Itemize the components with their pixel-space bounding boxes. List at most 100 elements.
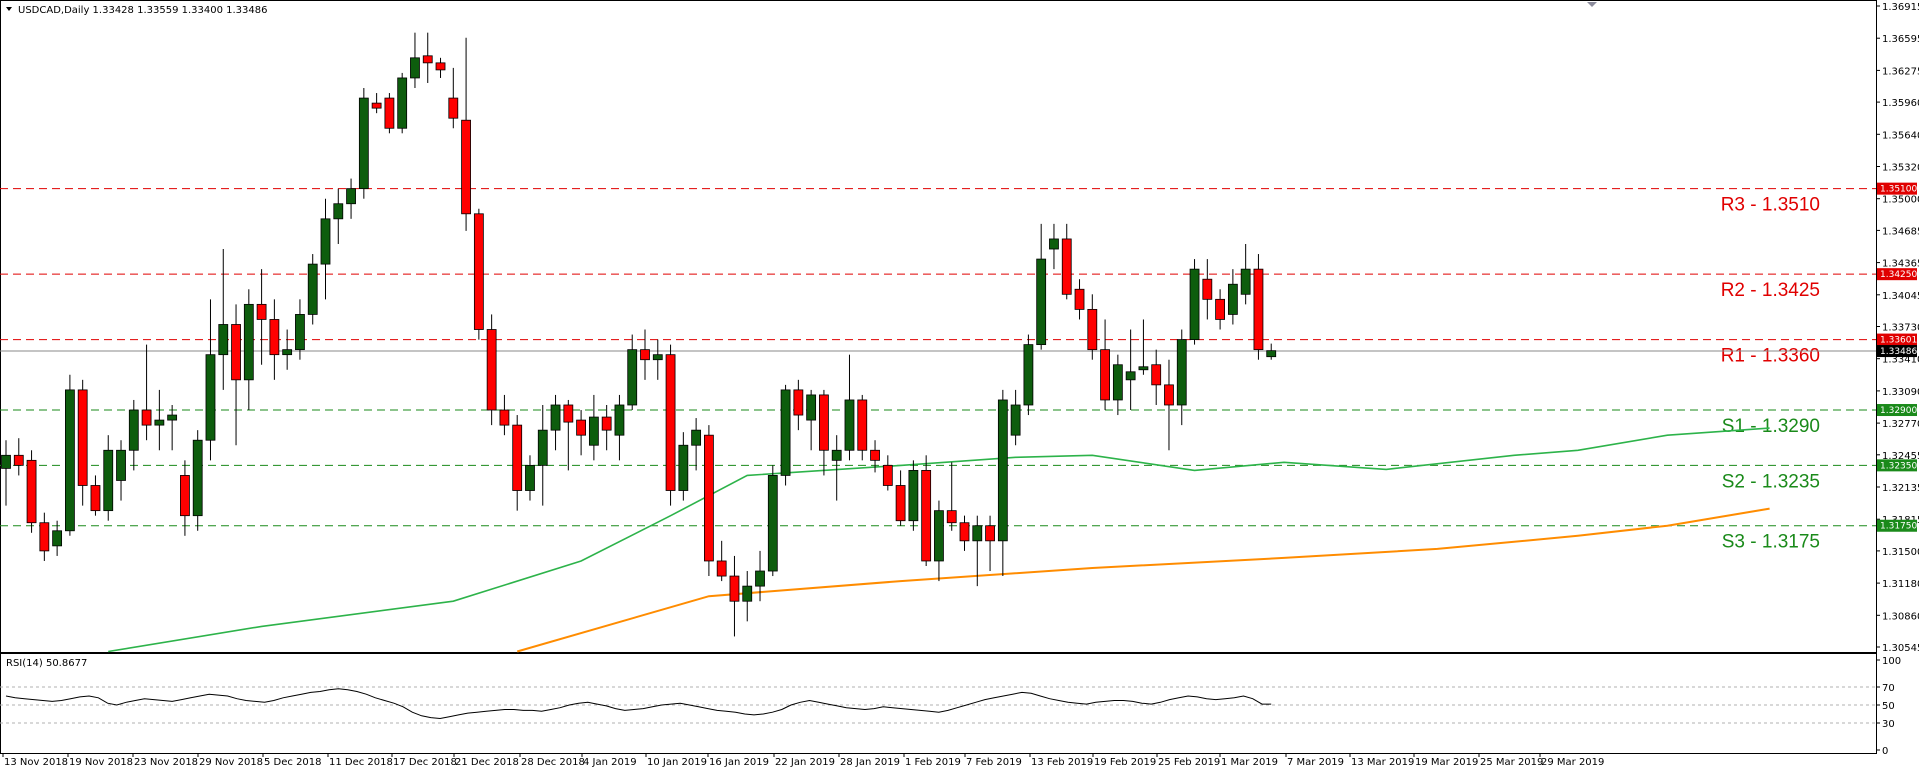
candle-body (256, 303, 267, 320)
candle (729, 555, 740, 637)
candle-body (819, 394, 829, 451)
candle (512, 415, 523, 511)
rsi-label: RSI(14) 50.8677 (6, 658, 87, 669)
candle (857, 394, 868, 461)
candle (371, 93, 382, 114)
candle (295, 299, 305, 360)
y-tick-label: 1.34365 (1882, 259, 1919, 270)
candle-body (946, 510, 957, 524)
candle-body (52, 530, 63, 547)
candle-body (499, 409, 510, 426)
level-label-1: R2 - 1.3425 (1721, 280, 1820, 301)
candle (767, 465, 778, 577)
candle (588, 394, 599, 461)
moving-averages (108, 427, 1770, 653)
candle-body (295, 314, 305, 351)
candle-body (320, 218, 331, 265)
candle-body (870, 449, 880, 461)
rsi-tick-label: 100 (1882, 656, 1901, 667)
level-tag-1: 1.34250 (1880, 270, 1917, 280)
chevron-down-icon[interactable] (6, 7, 12, 11)
y-tick-label: 1.31500 (1882, 547, 1919, 558)
y-tick-label: 1.35640 (1882, 130, 1919, 141)
candle (806, 389, 817, 451)
x-tick-label: 25 Feb 2019 (1158, 757, 1220, 768)
candle (1023, 334, 1034, 416)
x-tick-label: 23 Nov 2018 (134, 757, 198, 768)
y-tick-label: 1.34045 (1882, 291, 1919, 302)
candle (601, 404, 612, 451)
level-tag-0: 1.35100 (1880, 185, 1917, 195)
candle-body (1100, 349, 1110, 401)
candle (1215, 289, 1225, 330)
candle (972, 515, 983, 587)
candle (1202, 259, 1213, 320)
candle-body (895, 485, 906, 522)
candle-body (1061, 238, 1072, 295)
candle (1074, 279, 1085, 320)
y-tick-label: 1.30860 (1882, 611, 1919, 622)
y-tick-label: 1.33090 (1882, 387, 1919, 398)
x-tick-label: 16 Jan 2019 (709, 757, 769, 768)
candle-body (128, 409, 139, 451)
candle-body (461, 119, 471, 215)
candle (397, 72, 408, 134)
candle-body (1023, 344, 1034, 406)
candle-body (652, 354, 663, 361)
candle-body (1266, 350, 1277, 358)
candle-body (269, 319, 280, 356)
candle-body (180, 475, 190, 517)
candle (1125, 329, 1136, 411)
candle-body (1087, 308, 1098, 351)
x-tick-label: 17 Dec 2018 (393, 757, 457, 768)
x-tick-label: 1 Feb 2019 (905, 757, 961, 768)
candle (1061, 223, 1072, 300)
candle-body (793, 389, 804, 416)
candle (1138, 319, 1149, 375)
candle-body (231, 324, 241, 381)
candle (1087, 294, 1098, 360)
candle (793, 379, 804, 431)
y-tick-label: 1.32770 (1882, 419, 1919, 430)
y-tick-label: 1.33730 (1882, 323, 1919, 334)
scroll-marker-icon[interactable] (1587, 2, 1597, 7)
level-label-4: S2 - 1.3235 (1722, 471, 1820, 492)
candle-body (576, 419, 586, 436)
candle (831, 435, 842, 501)
candle-body (333, 203, 344, 220)
candle-body (167, 414, 178, 421)
candle (921, 455, 932, 566)
current-price-tag-bg (1877, 345, 1917, 358)
candle-body (141, 409, 152, 426)
candle-body (1215, 298, 1225, 320)
candle-body (588, 416, 599, 446)
candle-body (103, 449, 114, 512)
candle (985, 515, 995, 572)
candle (1151, 349, 1162, 405)
ma-fast-line (108, 427, 1770, 653)
candle (1266, 343, 1277, 360)
candle-body (678, 444, 689, 491)
candle (205, 299, 216, 461)
candle (218, 249, 229, 390)
level-tag-4: 1.32350 (1880, 461, 1917, 471)
candle-body (1049, 238, 1059, 250)
candle (461, 37, 471, 231)
x-tick-label: 29 Mar 2019 (1541, 757, 1604, 768)
candle-body (1036, 258, 1047, 346)
level-label-5: S3 - 1.3175 (1722, 532, 1820, 553)
candle (1036, 223, 1047, 350)
candle (934, 500, 944, 582)
y-tick-label: 1.32455 (1882, 451, 1919, 462)
x-tick-label: 7 Feb 2019 (966, 757, 1022, 768)
y-tick-label: 1.30545 (1882, 643, 1919, 654)
candle (525, 455, 535, 501)
rsi-tick-label: 50 (1882, 701, 1895, 712)
candle-body (601, 416, 612, 431)
candle (1, 440, 11, 506)
x-tick-label: 7 Mar 2019 (1287, 757, 1344, 768)
candle-body (384, 97, 395, 129)
candle (39, 512, 50, 561)
x-tick-label: 13 Nov 2018 (4, 757, 68, 768)
